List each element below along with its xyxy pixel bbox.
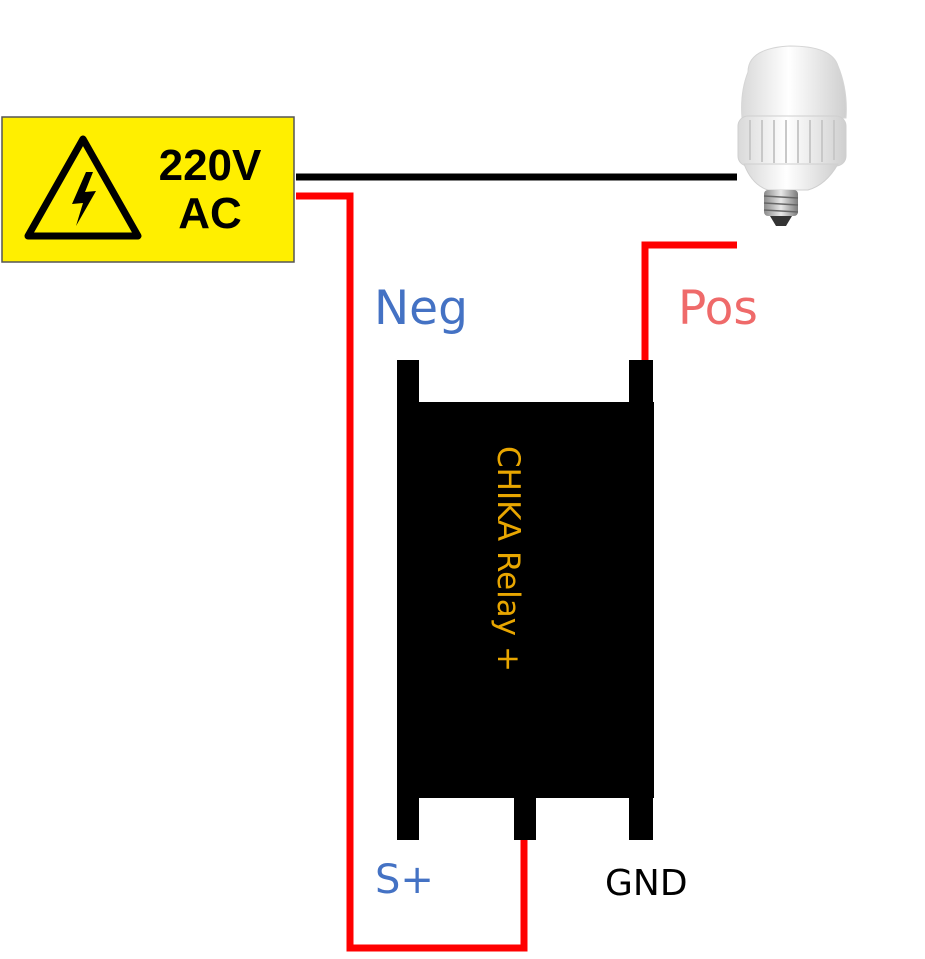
pos-label: Pos [678, 281, 758, 336]
relay-pin-neg [397, 360, 419, 404]
relay-pin-gnd [629, 796, 653, 840]
relay-pin-s-plus [397, 796, 419, 840]
high-voltage-icon [24, 135, 142, 240]
neg-label: Neg [374, 281, 468, 336]
supply-red-wire [296, 192, 528, 952]
relay-body [397, 402, 654, 798]
voltage-label: 220V [158, 141, 262, 190]
s-plus-label: S+ [375, 857, 434, 903]
current-type-label: AC [178, 189, 242, 238]
relay-pin-pos [629, 360, 653, 404]
relay-pin-signal [514, 796, 536, 840]
gnd-label: GND [605, 863, 688, 904]
relay-label: CHIKA Relay + [490, 446, 526, 672]
light-bulb-icon [737, 45, 847, 226]
load-red-wire [641, 241, 737, 362]
